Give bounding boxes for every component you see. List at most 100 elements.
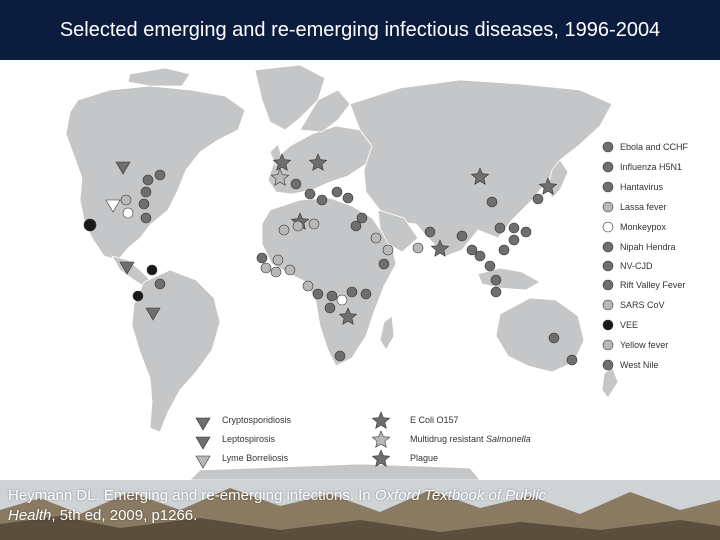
legend-label: Rift Valley Fever [620, 280, 685, 290]
marker-circle [424, 226, 436, 238]
marker-circle [508, 222, 520, 234]
marker-circle [466, 244, 478, 256]
marker-circle [142, 174, 154, 186]
legend-marker-circle [602, 201, 614, 213]
legend-marker-triangle [195, 417, 211, 431]
marker-triangle [105, 199, 121, 213]
world-map: Ebola and CCHF Influenza H5N1 Hantavirus… [65, 64, 689, 480]
legend-label: Yellow fever [620, 340, 668, 350]
legend-label: Ebola and CCHF [620, 142, 689, 152]
marker-circle [316, 194, 328, 206]
legend-label-italic: Salmonella [486, 434, 531, 444]
marker-circle [490, 286, 502, 298]
citation-details: , 5th ed, 2009, p1266. [51, 507, 198, 524]
land-asia [349, 79, 613, 257]
marker-circle [138, 198, 150, 210]
marker-circle [484, 260, 496, 272]
citation: Heymann DL. Emerging and re-emerging inf… [8, 486, 698, 526]
legend-label: SARS CoV [620, 300, 665, 310]
marker-circle [284, 264, 296, 276]
legend-marker-circle [602, 260, 614, 272]
legend-label: VEE [620, 320, 638, 330]
marker-circle [290, 178, 302, 190]
legend-label: Monkeypox [620, 222, 667, 232]
legend-label: Plague [410, 453, 438, 463]
legend-label: Lassa fever [620, 202, 667, 212]
legend-marker-star [371, 430, 391, 448]
marker-circle [122, 207, 134, 219]
legend-stars: E Coli O157 Multidrug resistant Salmonel… [371, 411, 531, 467]
legend-label: Hantavirus [620, 182, 664, 192]
marker-circle [270, 266, 282, 278]
marker-circle [140, 212, 152, 224]
marker-circle [256, 252, 268, 264]
land-new-zealand [601, 365, 619, 399]
legend-marker-star [371, 411, 391, 429]
marker-circle [132, 290, 144, 302]
marker-circle [278, 224, 290, 236]
legend-label: Influenza H5N1 [620, 162, 682, 172]
legend-marker-circle [602, 141, 614, 153]
marker-circle [336, 294, 348, 306]
land-masses [65, 64, 619, 480]
marker-circle [302, 280, 314, 292]
marker-circle [331, 186, 343, 198]
legend-marker-circle [602, 241, 614, 253]
slide-title: Selected emerging and re-emerging infect… [59, 18, 661, 41]
marker-circle [346, 286, 358, 298]
marker-circle [154, 169, 166, 181]
marker-circle [490, 274, 502, 286]
legend-label: Nipah Hendra [620, 242, 676, 252]
marker-triangle [119, 261, 135, 275]
legend-marker-circle [602, 279, 614, 291]
marker-circle [532, 193, 544, 205]
marker-star [538, 177, 558, 195]
marker-star [430, 239, 450, 257]
land-south-america [131, 269, 221, 433]
land-greenland [254, 64, 326, 131]
legend-marker-circle [602, 319, 614, 331]
marker-circle [498, 244, 510, 256]
mountain-background [0, 480, 720, 540]
map-markers [83, 153, 578, 366]
marker-circle [486, 196, 498, 208]
marker-circle [508, 234, 520, 246]
marker-circle [334, 350, 346, 362]
marker-circle [146, 264, 158, 276]
marker-circle [370, 232, 382, 244]
land-arctic-islands [127, 67, 191, 87]
marker-circle [356, 212, 368, 224]
citation-book-title-cont: Health [8, 507, 52, 524]
marker-circle [520, 226, 532, 238]
citation-text: Heymann DL. Emerging and re-emerging inf… [8, 487, 375, 504]
marker-circle [83, 218, 97, 232]
marker-star [338, 307, 358, 325]
marker-circle [382, 244, 394, 256]
legend-label: E Coli O157 [410, 415, 459, 425]
legend-marker-triangle [195, 436, 211, 450]
legend-marker-circle [602, 181, 614, 193]
land-antarctica [189, 463, 481, 480]
marker-circle [494, 222, 506, 234]
legend-label: Lyme Borreliosis [222, 453, 289, 463]
marker-triangle [115, 161, 131, 175]
marker-circle [350, 220, 362, 232]
marker-circle [412, 242, 424, 254]
legend-marker-circle [602, 359, 614, 371]
marker-circle [308, 218, 320, 230]
footer-banner: Heymann DL. Emerging and re-emerging inf… [0, 480, 720, 540]
marker-circle [342, 192, 354, 204]
marker-circle [292, 220, 304, 232]
land-se-asia-islands [477, 267, 541, 291]
legend-marker-star [371, 449, 391, 467]
world-map-panel: Ebola and CCHF Influenza H5N1 Hantavirus… [0, 60, 720, 480]
legend-marker-circle [602, 161, 614, 173]
marker-circle [378, 258, 390, 270]
legend-triangles: Cryptosporidiosis Leptospirosis Lyme Bor… [195, 415, 292, 469]
marker-circle [120, 194, 132, 206]
land-madagascar [379, 315, 395, 351]
legend-label: Cryptosporidiosis [222, 415, 292, 425]
legend-label: Leptospirosis [222, 434, 276, 444]
slide-title-bar: Selected emerging and re-emerging infect… [0, 0, 720, 60]
marker-star [270, 168, 290, 186]
